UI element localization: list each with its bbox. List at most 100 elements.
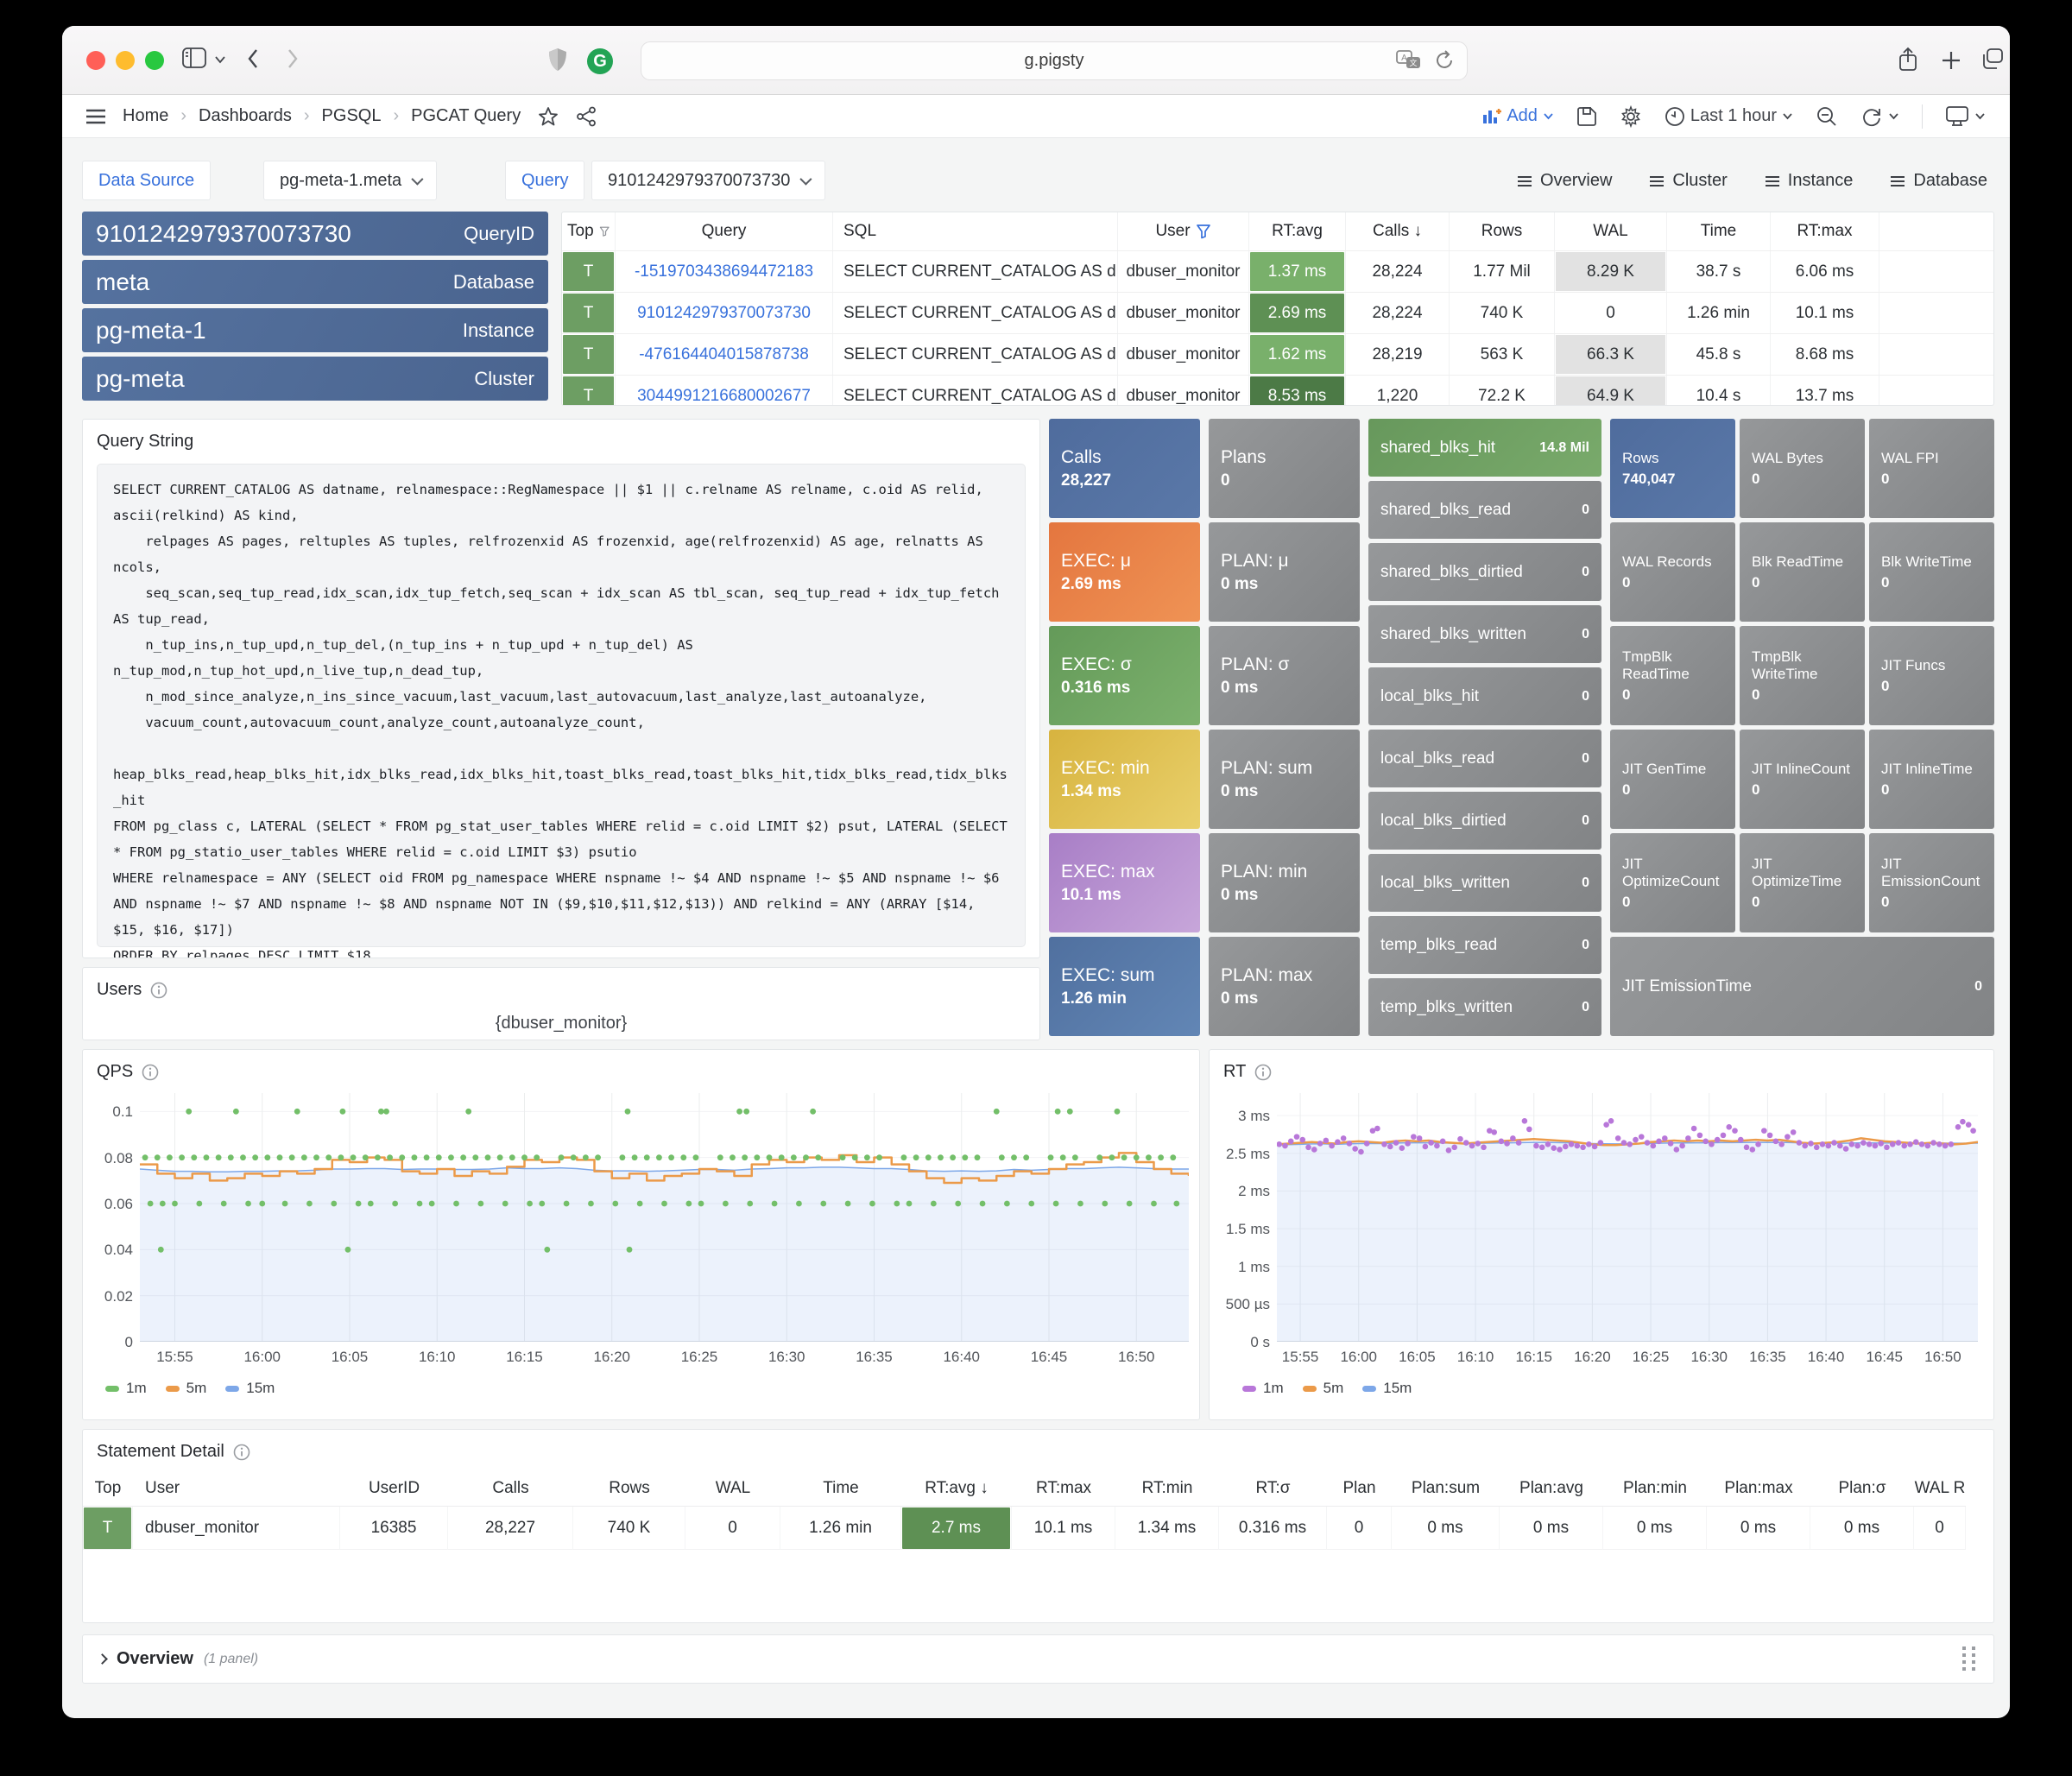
zoom-out-icon[interactable]: [1816, 105, 1838, 128]
shield-icon[interactable]: [547, 47, 568, 73]
statement-column-plan-min[interactable]: Plan:min: [1603, 1470, 1707, 1507]
stat-tile-wal-bytes: WAL Bytes 0: [1740, 419, 1865, 518]
column-header-rt-avg[interactable]: RT:avg: [1249, 212, 1346, 250]
stat-tile-value: 0: [1582, 626, 1589, 642]
legend-item-1m[interactable]: 1m: [105, 1380, 147, 1397]
column-header-wal[interactable]: WAL: [1555, 212, 1667, 250]
legend-item-15m[interactable]: 15m: [225, 1380, 275, 1397]
zoom-window-button[interactable]: [145, 51, 164, 70]
info-icon[interactable]: [150, 982, 167, 999]
share-icon[interactable]: [1898, 47, 1918, 73]
statement-column-wal-r[interactable]: WAL R: [1914, 1470, 1966, 1507]
overview-collapse-row[interactable]: Overview (1 panel): [82, 1634, 1994, 1684]
add-panel-button[interactable]: Add: [1482, 106, 1554, 126]
y-tick-label: 3 ms: [1238, 1108, 1270, 1125]
legend-item-5m[interactable]: 5m: [1302, 1380, 1343, 1397]
dashboard-link-cluster[interactable]: Cluster: [1650, 171, 1728, 191]
dashboard-link-overview[interactable]: Overview: [1518, 171, 1612, 191]
dashboard-link-instance[interactable]: Instance: [1765, 171, 1853, 191]
statement-column-rows[interactable]: Rows: [573, 1470, 685, 1507]
display-mode-icon[interactable]: [1945, 105, 1986, 128]
statement-column-plan-[interactable]: Plan:σ: [1810, 1470, 1914, 1507]
info-icon[interactable]: [1254, 1064, 1272, 1081]
query-id-link[interactable]: 9101242979370073730: [637, 303, 811, 322]
column-header-label: SQL: [843, 222, 877, 240]
info-icon[interactable]: [142, 1064, 159, 1081]
statement-column-user[interactable]: User: [133, 1470, 340, 1507]
refresh-icon[interactable]: [1860, 105, 1899, 128]
chevron-down-icon[interactable]: [214, 55, 226, 64]
statement-column-top[interactable]: Top: [83, 1470, 133, 1507]
filter-funnel-icon[interactable]: [1196, 224, 1211, 239]
data-source-select[interactable]: pg-meta-1.meta: [263, 161, 438, 200]
statement-column-rt-max[interactable]: RT:max: [1012, 1470, 1115, 1507]
statement-cell: 1.26 min: [780, 1507, 901, 1550]
statement-column-rt-[interactable]: RT:σ: [1219, 1470, 1327, 1507]
statement-column-userid[interactable]: UserID: [340, 1470, 448, 1507]
breadcrumb-item-pgsql[interactable]: PGSQL: [321, 106, 382, 125]
query-id-link[interactable]: 3044991216680002677: [637, 386, 811, 405]
column-header-calls-[interactable]: Calls ↓: [1346, 212, 1450, 250]
statement-column-plan-max[interactable]: Plan:max: [1707, 1470, 1810, 1507]
drag-handle[interactable]: [1962, 1646, 1978, 1672]
minimize-window-button[interactable]: [116, 51, 135, 70]
share-dashboard-icon[interactable]: [576, 106, 597, 127]
tabs-overview-icon[interactable]: [1980, 47, 2005, 71]
statement-column-plan-avg[interactable]: Plan:avg: [1500, 1470, 1603, 1507]
dashboard-link-database[interactable]: Database: [1891, 171, 1987, 191]
statement-cell: 16385: [340, 1507, 448, 1550]
table-row[interactable]: T -476164404015878738 SELECT CURRENT_CATAL…: [562, 334, 1993, 376]
new-tab-icon[interactable]: [1941, 50, 1961, 71]
settings-gear-icon[interactable]: [1620, 104, 1642, 128]
filter-funnel-icon[interactable]: [599, 224, 610, 239]
statement-column-time[interactable]: Time: [780, 1470, 901, 1507]
query-id-link[interactable]: -1519703438694472183: [634, 262, 814, 281]
query-id-link[interactable]: -476164404015878738: [639, 344, 809, 363]
column-header-sql[interactable]: SQL: [833, 212, 1118, 250]
close-window-button[interactable]: [86, 51, 105, 70]
column-header-rows[interactable]: Rows: [1450, 212, 1555, 250]
favorite-star-icon[interactable]: [538, 106, 559, 127]
breadcrumb-item-pgcat-query[interactable]: PGCAT Query: [411, 106, 521, 125]
back-icon[interactable]: [245, 47, 261, 71]
statement-column-plan[interactable]: Plan: [1327, 1470, 1392, 1507]
id-tile-cluster: pg-meta Cluster: [82, 357, 548, 401]
forward-icon[interactable]: [285, 47, 300, 71]
stat-tile-label: local_blks_dirtied: [1380, 811, 1507, 830]
menu-icon[interactable]: [86, 109, 105, 124]
legend-item-5m[interactable]: 5m: [165, 1380, 206, 1397]
save-dashboard-icon[interactable]: [1576, 106, 1597, 127]
reload-icon[interactable]: [1434, 49, 1455, 72]
legend-item-15m[interactable]: 15m: [1362, 1380, 1412, 1397]
statement-column-rt-avg-[interactable]: RT:avg ↓: [901, 1470, 1012, 1507]
grammarly-extension-icon[interactable]: G: [587, 48, 613, 74]
stat-tile-label: temp_blks_read: [1380, 935, 1498, 954]
breadcrumb-item-dashboards[interactable]: Dashboards: [199, 106, 292, 125]
users-value: {dbuser_monitor}: [495, 1014, 628, 1033]
time-range-picker[interactable]: Last 1 hour: [1665, 106, 1793, 127]
statement-cell: 0: [685, 1507, 780, 1550]
statement-column-calls[interactable]: Calls: [448, 1470, 573, 1507]
statement-column-rt-min[interactable]: RT:min: [1115, 1470, 1219, 1507]
column-header-time[interactable]: Time: [1667, 212, 1771, 250]
query-select[interactable]: 9101242979370073730: [591, 161, 826, 200]
statement-column-plan-sum[interactable]: Plan:sum: [1392, 1470, 1500, 1507]
info-icon[interactable]: [233, 1444, 250, 1461]
stat-tile-calls: Calls 28,227: [1049, 419, 1200, 518]
column-header-query[interactable]: Query: [616, 212, 833, 250]
table-row[interactable]: T 3044991216680002677 SELECT CURRENT_CATAL…: [562, 376, 1993, 405]
table-row[interactable]: T -1519703438694472183 SELECT CURRENT_CATA…: [562, 251, 1993, 293]
legend-item-1m[interactable]: 1m: [1242, 1380, 1284, 1397]
column-header-user[interactable]: User: [1118, 212, 1249, 250]
column-header-top[interactable]: Top: [562, 212, 616, 250]
statement-column-wal[interactable]: WAL: [685, 1470, 780, 1507]
sidebar-icon[interactable]: [181, 47, 207, 69]
wal-value: 66.3 K: [1556, 335, 1665, 374]
table-row[interactable]: T 9101242979370073730 SELECT CURRENT_CATAL…: [562, 293, 1993, 334]
x-tick-label: 16:30: [768, 1349, 805, 1365]
column-header-rt-max[interactable]: RT:max: [1771, 212, 1879, 250]
breadcrumb-item-home[interactable]: Home: [123, 106, 169, 125]
